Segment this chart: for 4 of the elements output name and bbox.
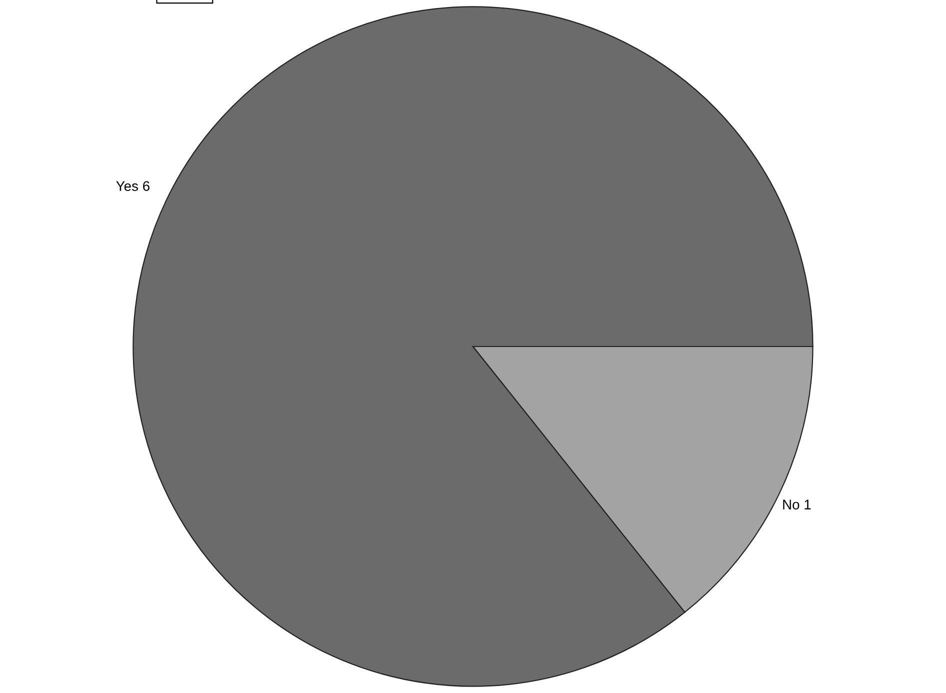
slice-label: Yes	[116, 181, 138, 191]
slice-label: No	[783, 500, 800, 510]
data-label: 6	[143, 181, 150, 191]
data-label: 1	[804, 500, 811, 510]
